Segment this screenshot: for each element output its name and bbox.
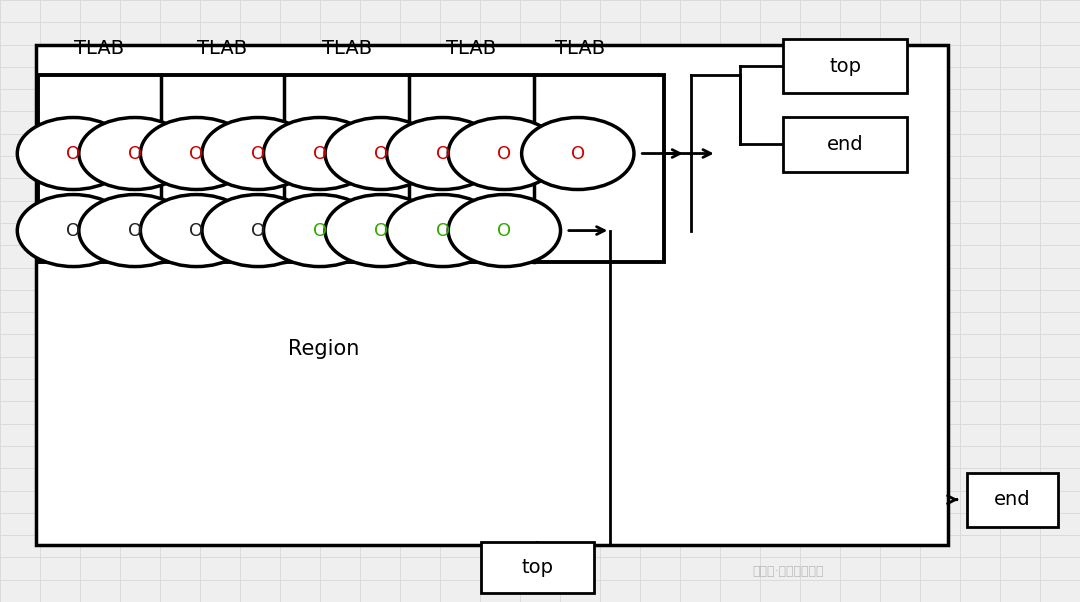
Ellipse shape [79, 194, 191, 267]
Text: O: O [127, 222, 143, 240]
Text: top: top [829, 57, 861, 76]
Text: 公众号·东阳马生架构: 公众号·东阳马生架构 [753, 565, 824, 579]
Text: O: O [251, 222, 266, 240]
Bar [783, 117, 907, 172]
Ellipse shape [387, 117, 499, 190]
Text: O: O [251, 144, 266, 163]
Ellipse shape [325, 194, 437, 267]
Ellipse shape [79, 117, 191, 190]
Bar [967, 473, 1058, 527]
Text: end: end [827, 135, 863, 154]
Text: O: O [374, 144, 389, 163]
Text: O: O [374, 222, 389, 240]
Ellipse shape [202, 117, 314, 190]
Ellipse shape [264, 117, 376, 190]
Text: O: O [66, 222, 81, 240]
Text: Region: Region [288, 339, 360, 359]
Ellipse shape [264, 194, 376, 267]
Ellipse shape [522, 117, 634, 190]
Text: O: O [435, 222, 450, 240]
Ellipse shape [202, 194, 314, 267]
Text: O: O [189, 222, 204, 240]
Text: O: O [127, 144, 143, 163]
Ellipse shape [140, 117, 253, 190]
Text: O: O [189, 144, 204, 163]
Text: TLAB: TLAB [75, 39, 124, 58]
Text: O: O [435, 144, 450, 163]
Text: TLAB: TLAB [555, 39, 605, 58]
Text: TLAB: TLAB [198, 39, 247, 58]
Text: TLAB: TLAB [446, 39, 496, 58]
Ellipse shape [325, 117, 437, 190]
Ellipse shape [17, 194, 130, 267]
Ellipse shape [387, 194, 499, 267]
Text: O: O [312, 144, 327, 163]
Text: O: O [570, 144, 585, 163]
Text: O: O [66, 144, 81, 163]
Bar [481, 542, 594, 593]
Text: O: O [497, 144, 512, 163]
Ellipse shape [448, 194, 561, 267]
Ellipse shape [140, 194, 253, 267]
Text: O: O [312, 222, 327, 240]
Bar [783, 39, 907, 93]
Ellipse shape [17, 117, 130, 190]
Bar [38, 75, 664, 262]
Text: top: top [522, 558, 553, 577]
Text: end: end [995, 490, 1030, 509]
Text: TLAB: TLAB [322, 39, 372, 58]
Text: O: O [497, 222, 512, 240]
Bar [36, 45, 948, 545]
Ellipse shape [448, 117, 561, 190]
